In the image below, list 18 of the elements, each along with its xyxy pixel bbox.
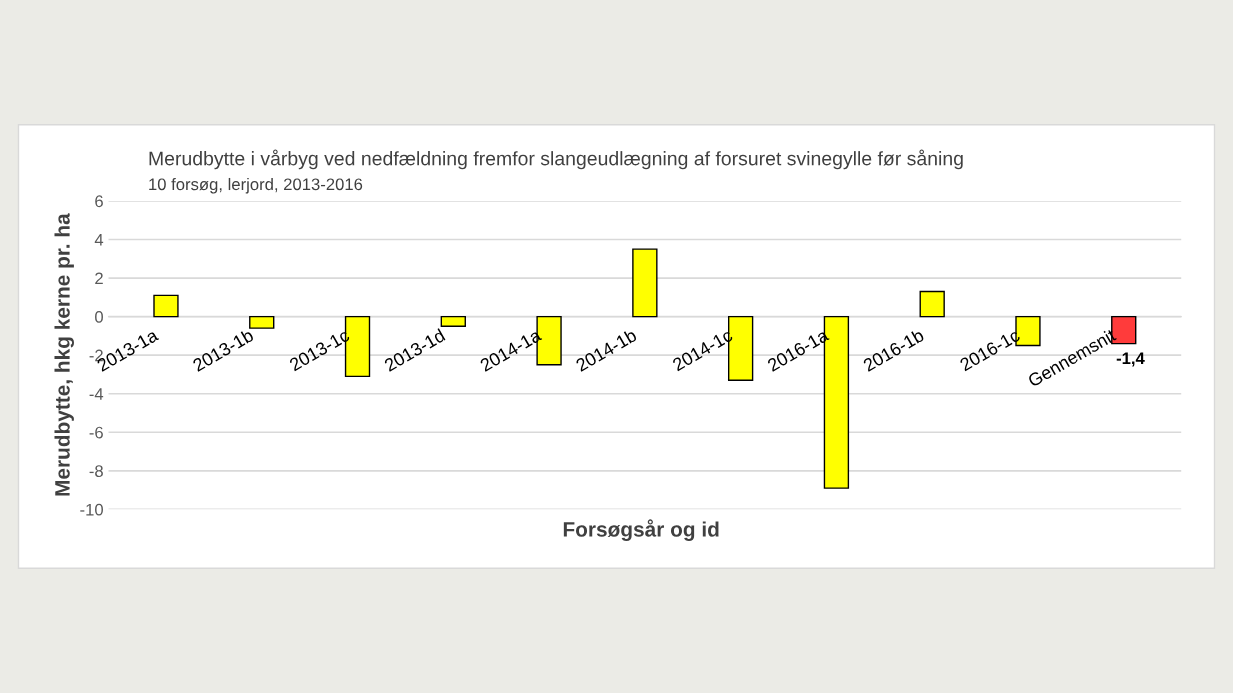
bar xyxy=(153,294,179,318)
chart-title: Merudbytte i vårbyg ved nedfældning fremfor slangeudlægning af forsuret svinegylle før såning xyxy=(149,149,963,170)
x-axis-title: Forsøgsår og id xyxy=(563,519,719,541)
chart-subtitle: 10 forsøg, lerjord, 2013-2016 xyxy=(149,177,363,194)
bar xyxy=(632,248,658,318)
bar xyxy=(440,315,466,327)
y-tick-label: 4 xyxy=(94,234,104,246)
y-tick-label: 2 xyxy=(95,272,103,285)
y-tick-label: 6 xyxy=(95,195,103,208)
bar xyxy=(919,290,945,318)
y-tick-label: -8 xyxy=(89,465,103,478)
bar xyxy=(249,315,275,329)
y-tick-label: -6 xyxy=(89,426,103,439)
y-tick-label: -4 xyxy=(89,388,104,400)
y-tick-label: 0 xyxy=(95,311,103,323)
y-axis-title: Merudbytte, hkg kerne pr. ha xyxy=(54,213,74,496)
y-tick-label: -10 xyxy=(80,503,103,516)
data-label: -1,4 xyxy=(1116,352,1145,367)
